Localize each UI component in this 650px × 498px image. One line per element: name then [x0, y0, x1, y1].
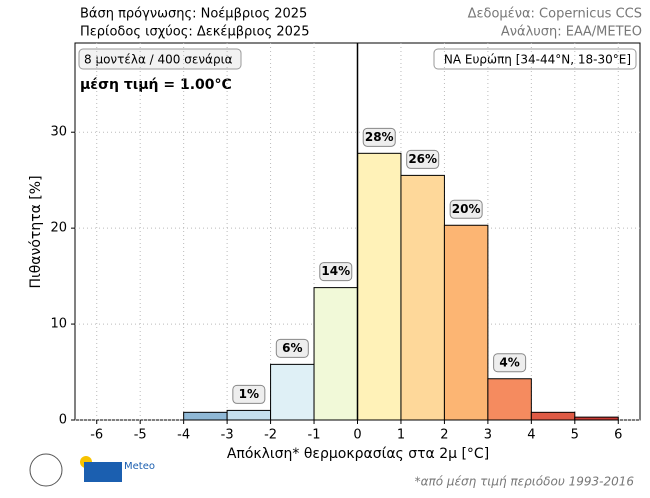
bar	[530, 411, 576, 421]
x-tick-label: 3	[484, 428, 492, 443]
x-tick-label: 4	[527, 428, 535, 443]
region-box	[433, 48, 637, 70]
x-axis-label: Απόκλιση* θερμοκρασίας στα 2μ [°C]	[227, 446, 489, 462]
y-tick-label: 10	[50, 317, 67, 332]
label-box	[362, 127, 396, 147]
label-box	[406, 149, 440, 169]
bar	[443, 224, 489, 421]
data-label: 6%	[282, 341, 302, 355]
data-label: 4%	[499, 355, 519, 369]
bar	[313, 287, 358, 421]
data-label: 26%	[408, 152, 437, 166]
x-tick-label: -5	[134, 428, 147, 443]
x-tick-label: -3	[221, 428, 234, 443]
y-tick-label: 30	[50, 125, 67, 140]
data-label: 20%	[452, 202, 481, 216]
y-tick-label: 20	[50, 221, 67, 236]
x-tick-label: -6	[90, 428, 103, 443]
bar	[226, 409, 272, 421]
header-right: Ανάλυση: ΕΑΑ/METEO	[501, 25, 642, 40]
y-axis-label: Πιθανότητα [%]	[28, 175, 44, 288]
x-tick-label: 6	[614, 428, 622, 443]
x-tick-label: 5	[571, 428, 579, 443]
label-box	[275, 338, 309, 358]
header-right: Δεδομένα: Copernicus CCS	[468, 7, 642, 22]
data-label: 14%	[321, 264, 350, 278]
mean-text: μέση τιμή = 1.00°C	[80, 77, 232, 93]
label-box	[319, 262, 353, 282]
bar	[400, 174, 445, 421]
label-box	[449, 199, 483, 219]
label-box	[232, 384, 266, 404]
x-tick-label: 0	[353, 428, 361, 443]
data-label: 1%	[239, 387, 259, 401]
logo	[84, 462, 122, 482]
label-box	[493, 353, 527, 373]
data-label: 28%	[365, 130, 394, 144]
info-text: 8 μοντέλα / 400 σενάρια	[84, 53, 233, 67]
x-tick-label: 2	[440, 428, 448, 443]
y-tick-label: 0	[59, 413, 67, 428]
logo	[29, 453, 63, 487]
x-tick-label: -2	[264, 428, 277, 443]
header-left: Βάση πρόγνωσης: Νοέμβριος 2025	[80, 7, 307, 22]
region-text: ΝΑ Ευρώπη [34-44°N, 18-30°E]	[444, 53, 631, 67]
bar	[487, 378, 532, 421]
bar	[183, 411, 228, 421]
info-box	[78, 48, 242, 70]
bar	[357, 152, 402, 421]
logo-text: Meteo	[124, 461, 155, 472]
x-tick-label: -4	[177, 428, 190, 443]
bar	[574, 416, 619, 421]
bar	[270, 363, 315, 421]
footnote: *από μέση τιμή περιόδου 1993-2016	[415, 475, 635, 489]
x-tick-label: -1	[308, 428, 321, 443]
x-tick-label: 1	[397, 428, 405, 443]
header-left: Περίοδος ισχύος: Δεκέμβριος 2025	[80, 25, 309, 40]
